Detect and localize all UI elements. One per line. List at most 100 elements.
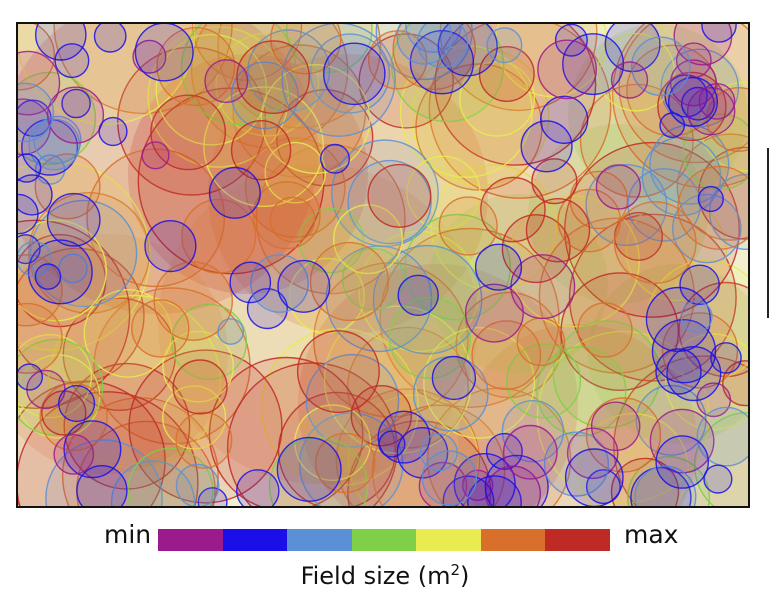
place-field bbox=[276, 436, 342, 502]
place-field bbox=[170, 303, 248, 381]
place-field bbox=[630, 466, 692, 506]
place-field bbox=[18, 82, 55, 143]
place-field bbox=[217, 24, 382, 129]
place-field bbox=[531, 158, 578, 205]
place-field bbox=[506, 343, 582, 419]
place-field bbox=[484, 454, 549, 506]
place-field bbox=[668, 76, 719, 127]
place-field bbox=[442, 475, 495, 506]
place-field bbox=[697, 185, 724, 213]
place-field bbox=[341, 247, 405, 311]
place-field bbox=[333, 204, 404, 275]
place-field bbox=[175, 463, 220, 506]
place-field bbox=[46, 192, 101, 247]
place-field bbox=[431, 355, 477, 401]
place-field bbox=[438, 196, 498, 256]
place-field bbox=[175, 411, 233, 469]
legend-swatch-0 bbox=[158, 529, 223, 551]
place-field bbox=[18, 247, 145, 384]
place-field bbox=[540, 95, 589, 145]
background-patch bbox=[298, 264, 578, 506]
place-field bbox=[208, 166, 261, 219]
place-field bbox=[76, 465, 128, 506]
place-field bbox=[680, 300, 713, 333]
place-field bbox=[396, 24, 453, 65]
place-field bbox=[144, 220, 197, 273]
legend-title: Field size (m2) bbox=[0, 555, 770, 591]
place-field bbox=[437, 24, 498, 77]
place-field bbox=[485, 432, 523, 470]
place-field bbox=[406, 155, 481, 231]
place-field bbox=[418, 461, 468, 506]
place-field bbox=[54, 43, 90, 79]
side-bracket-line bbox=[767, 148, 769, 318]
place-field bbox=[666, 346, 722, 402]
place-field bbox=[613, 201, 697, 284]
legend-swatch-5 bbox=[480, 529, 546, 551]
place-field bbox=[577, 302, 633, 358]
place-field bbox=[397, 274, 439, 316]
place-field bbox=[388, 296, 472, 380]
place-field bbox=[696, 406, 748, 467]
place-field bbox=[596, 32, 676, 112]
place-field bbox=[525, 197, 591, 263]
place-field bbox=[564, 448, 624, 506]
place-field bbox=[631, 36, 691, 97]
place-field bbox=[305, 353, 400, 448]
place-field bbox=[45, 439, 163, 506]
place-field bbox=[277, 259, 331, 313]
place-field bbox=[590, 401, 641, 452]
place-field bbox=[464, 283, 524, 343]
place-field bbox=[467, 475, 522, 506]
place-field bbox=[421, 450, 478, 506]
place-field bbox=[217, 318, 245, 345]
legend-swatch-4 bbox=[416, 529, 481, 551]
place-field bbox=[18, 219, 131, 409]
place-field bbox=[537, 39, 597, 100]
place-field bbox=[204, 59, 249, 104]
place-field bbox=[252, 181, 321, 250]
place-field bbox=[649, 408, 715, 474]
place-field bbox=[203, 86, 325, 208]
place-field bbox=[347, 159, 432, 245]
place-field bbox=[439, 24, 598, 112]
place-field bbox=[566, 427, 619, 480]
place-field bbox=[229, 261, 272, 304]
legend-swatch-6 bbox=[545, 529, 611, 551]
place-field bbox=[18, 391, 199, 506]
place-field bbox=[128, 349, 283, 504]
legend-title-close: ) bbox=[460, 562, 470, 590]
place-field bbox=[270, 24, 342, 75]
place-field bbox=[29, 199, 138, 308]
place-field bbox=[703, 464, 733, 494]
place-field bbox=[34, 263, 62, 290]
place-field bbox=[377, 410, 431, 464]
place-field bbox=[641, 136, 722, 217]
place-field bbox=[264, 141, 327, 204]
place-field bbox=[371, 404, 506, 506]
place-field bbox=[208, 356, 364, 506]
place-field-circles bbox=[18, 24, 748, 506]
place-field bbox=[281, 24, 396, 137]
place-field bbox=[296, 330, 380, 414]
place-field bbox=[701, 24, 737, 43]
place-field bbox=[172, 359, 228, 415]
legend-title-text: Field size (m bbox=[300, 562, 451, 590]
place-field bbox=[672, 193, 742, 264]
place-field bbox=[93, 24, 127, 53]
place-field bbox=[57, 384, 96, 423]
place-field bbox=[378, 430, 406, 458]
place-field bbox=[679, 264, 720, 306]
place-field bbox=[320, 143, 351, 174]
place-field bbox=[230, 119, 292, 181]
place-field bbox=[46, 86, 105, 144]
place-field bbox=[610, 457, 680, 506]
place-field bbox=[309, 241, 390, 322]
place-field bbox=[657, 71, 727, 142]
place-field bbox=[98, 116, 128, 147]
place-field bbox=[634, 465, 697, 506]
place-field bbox=[86, 148, 226, 288]
place-field bbox=[557, 188, 622, 253]
place-field bbox=[147, 26, 290, 168]
place-field bbox=[516, 317, 566, 367]
